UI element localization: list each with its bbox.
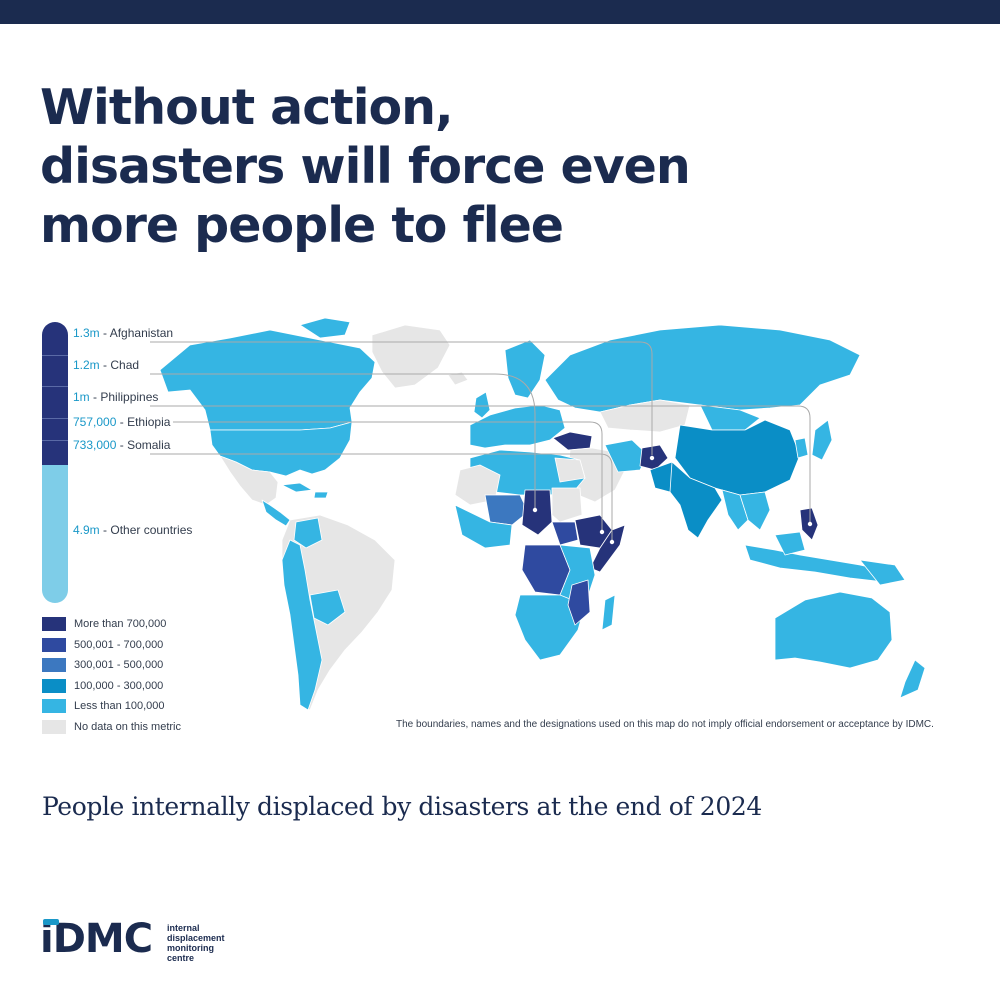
region-europe — [469, 404, 566, 449]
region-central-america — [261, 499, 291, 527]
bar-top-countries — [42, 322, 68, 465]
region-arctic-islands — [299, 317, 351, 339]
region-egypt — [554, 457, 586, 483]
legend-swatch — [42, 617, 66, 631]
logo-tagline-line: centre — [167, 953, 195, 963]
idmc-logo[interactable]: iDMC internal displacement monitoring ce… — [40, 915, 240, 965]
title-line-2: disasters will force even — [40, 138, 691, 195]
region-chad — [521, 489, 553, 536]
stat-somalia: 733,000 - Somalia — [73, 438, 174, 452]
legend-label: Less than 100,000 — [74, 700, 165, 712]
leader-chad — [150, 373, 536, 508]
logo-tagline: internal displacement monitoring centre — [167, 923, 225, 963]
title-line-1: Without action, — [40, 79, 454, 136]
leader-afghanistan — [150, 341, 653, 455]
legend-swatch — [42, 678, 66, 693]
region-mongolia — [699, 404, 761, 431]
title-line-3: more people to flee — [40, 197, 564, 254]
bar-divider — [42, 355, 68, 356]
region-japan — [811, 419, 833, 461]
region-borneo — [774, 531, 806, 556]
legend-label: 300,001 - 500,000 — [74, 659, 164, 671]
region-png — [859, 559, 906, 586]
leader-ethiopia — [150, 421, 603, 530]
region-hispaniola — [313, 491, 329, 499]
region-madagascar — [601, 594, 616, 631]
leader-philippines — [150, 405, 811, 522]
stat-chad: 1.2m - Chad — [73, 358, 143, 372]
region-new-zealand — [899, 659, 926, 699]
legend-swatch — [42, 637, 66, 652]
bar-divider — [42, 440, 68, 441]
marker-somalia — [609, 539, 615, 545]
stat-philippines: 1m - Philippines — [73, 390, 162, 404]
stat-value: 1.3m — [73, 326, 100, 340]
region-sahel — [484, 494, 529, 526]
region-west-africa — [454, 504, 513, 549]
region-mexico — [219, 455, 279, 506]
leader-somalia — [150, 453, 613, 540]
stat-value: 733,000 — [73, 438, 117, 452]
region-bolivia — [309, 589, 346, 626]
marker-ethiopia — [599, 529, 605, 535]
region-greenland — [371, 324, 451, 389]
legend-label: 100,000 - 300,000 — [74, 679, 164, 692]
region-colombia — [293, 517, 323, 549]
region-south-sudan — [551, 521, 579, 546]
region-uk — [473, 391, 491, 419]
stat-country: Other countries — [110, 523, 193, 537]
stat-country: Afghanistan — [109, 326, 174, 340]
bar-divider — [42, 418, 68, 419]
region-korea — [794, 437, 809, 459]
region-kazakhstan — [599, 399, 691, 433]
region-sudan — [551, 487, 583, 523]
logo-tagline-line: displacement — [167, 933, 225, 943]
stat-value: 1.2m — [73, 358, 100, 372]
region-russia — [544, 324, 861, 413]
region-southern-africa — [514, 594, 586, 661]
region-iceland — [447, 371, 469, 386]
legend-swatch — [42, 658, 66, 672]
region-turkey — [552, 431, 593, 451]
marker-chad — [532, 507, 538, 513]
legend-label: 500,001 - 700,000 — [74, 638, 164, 651]
page-title: Without action, disasters will force eve… — [40, 78, 940, 255]
legend-label: More than 700,000 — [74, 618, 167, 630]
region-scandinavia — [504, 339, 546, 399]
bar-other-countries — [42, 465, 68, 603]
marker-afghanistan — [649, 455, 655, 461]
region-southeast-asia — [739, 491, 771, 531]
region-australia — [774, 591, 893, 669]
stat-country: Somalia — [127, 438, 171, 452]
stat-value: 1m — [73, 390, 90, 404]
stat-country: Philippines — [100, 390, 159, 404]
legend-label: No data on this metric — [74, 720, 181, 733]
bar-divider — [42, 386, 68, 387]
stat-country: Chad — [110, 358, 140, 372]
legend-swatch — [42, 699, 66, 713]
stat-other: 4.9m - Other countries — [73, 523, 196, 537]
map-disclaimer: The boundaries, names and the designatio… — [396, 719, 934, 730]
world-map — [150, 317, 926, 710]
stat-ethiopia: 757,000 - Ethiopia — [73, 415, 174, 429]
stat-value: 4.9m — [73, 523, 100, 537]
map-subtitle: People internally displaced by disasters… — [42, 792, 762, 821]
logo-dot-icon — [43, 919, 59, 925]
legend-swatch — [42, 719, 66, 734]
stat-value: 757,000 — [73, 415, 117, 429]
logo-tagline-line: internal — [167, 923, 200, 933]
stat-country: Ethiopia — [127, 415, 171, 429]
stat-afghanistan: 1.3m - Afghanistan — [73, 326, 177, 340]
region-india — [669, 461, 723, 539]
marker-philippines — [807, 521, 813, 527]
region-cuba — [281, 482, 313, 493]
logo-tagline-line: monitoring — [167, 943, 214, 953]
region-mozambique — [567, 579, 591, 626]
region-canada — [159, 329, 376, 431]
region-andes — [281, 539, 323, 710]
top-bar — [0, 0, 1000, 24]
